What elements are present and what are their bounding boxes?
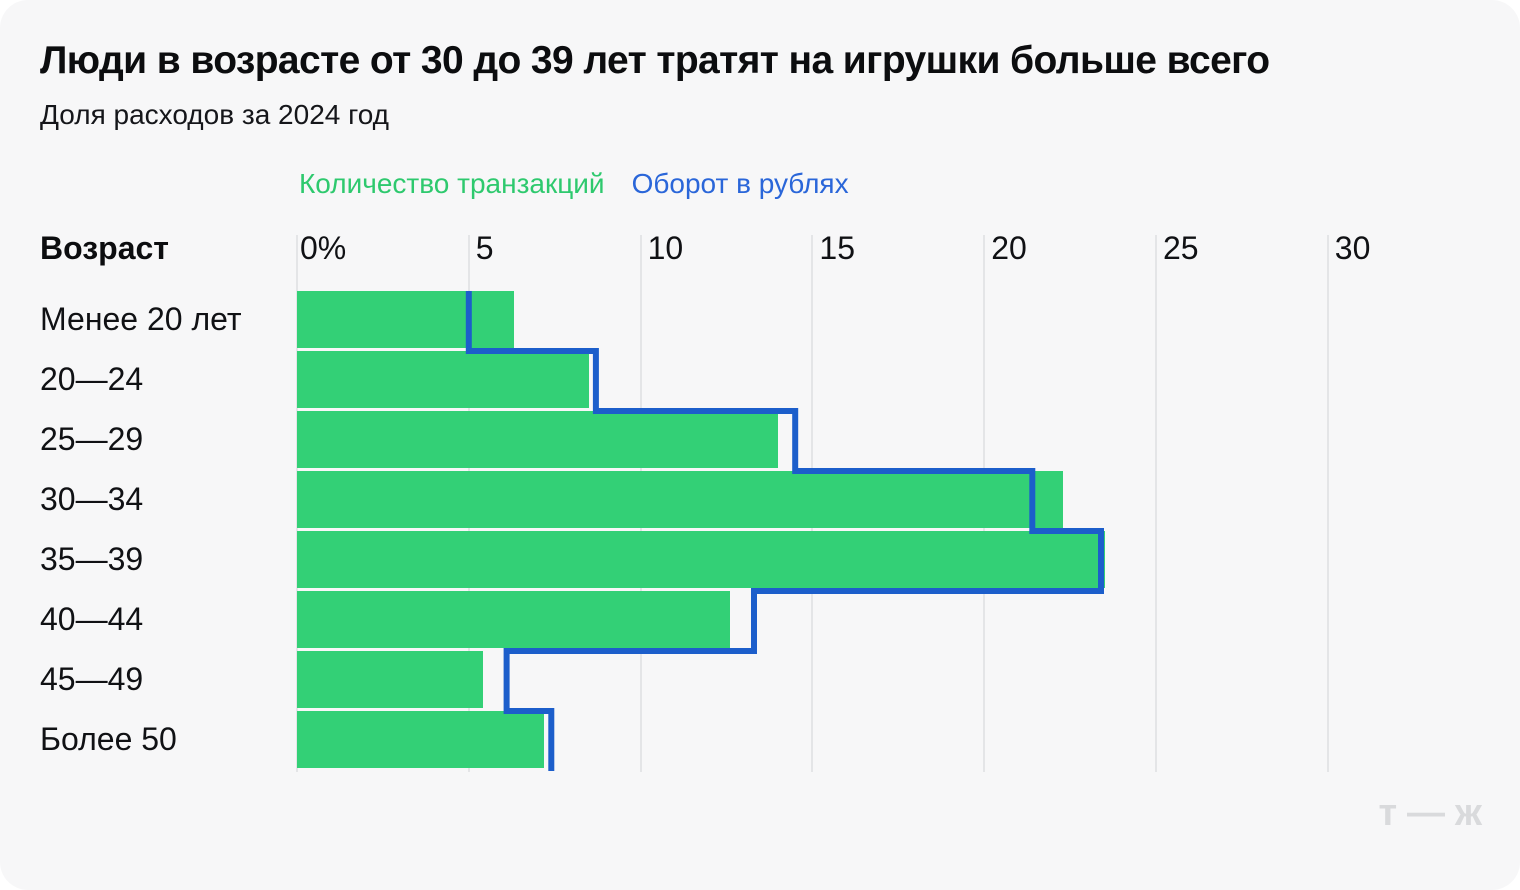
row-label: 35—39 (40, 541, 144, 577)
x-tick-label: 5 (475, 230, 494, 266)
row-label: 40—44 (40, 601, 144, 637)
legend-item: Оборот в рублях (631, 168, 849, 199)
x-tick-label: 0% (300, 230, 347, 266)
transactions-bar (297, 411, 778, 468)
transactions-bar (297, 351, 590, 408)
chart-subtitle: Доля расходов за 2024 год (40, 99, 390, 130)
transactions-bar (297, 531, 1105, 588)
x-tick-label: 15 (819, 230, 855, 266)
row-label: 20—24 (40, 361, 144, 397)
chart-title: Люди в возрасте от 30 до 39 лет тратят н… (40, 39, 1270, 82)
transactions-bar (297, 591, 730, 648)
row-label: 45—49 (40, 661, 144, 697)
transactions-bar (297, 291, 514, 348)
row-label: 25—29 (40, 421, 144, 457)
x-tick-label: 20 (991, 230, 1027, 266)
legend: Количество транзакций Оборот в рублях (299, 169, 849, 199)
transactions-bar (297, 711, 545, 768)
row-label: 30—34 (40, 481, 144, 517)
transactions-bar (297, 651, 483, 708)
tj-logo: т—ж (1378, 792, 1492, 834)
x-tick-label: 25 (1163, 230, 1199, 266)
row-label: Более 50 (40, 721, 177, 757)
x-tick-label: 30 (1334, 230, 1371, 266)
legend-item: Количество транзакций (299, 168, 605, 199)
x-gridline (1155, 235, 1157, 772)
x-tick-label: 10 (647, 230, 684, 266)
y-axis-header: Возраст (40, 230, 169, 266)
transactions-bar (297, 471, 1064, 528)
x-gridline (1326, 235, 1329, 772)
row-label: Менее 20 лет (40, 301, 242, 337)
